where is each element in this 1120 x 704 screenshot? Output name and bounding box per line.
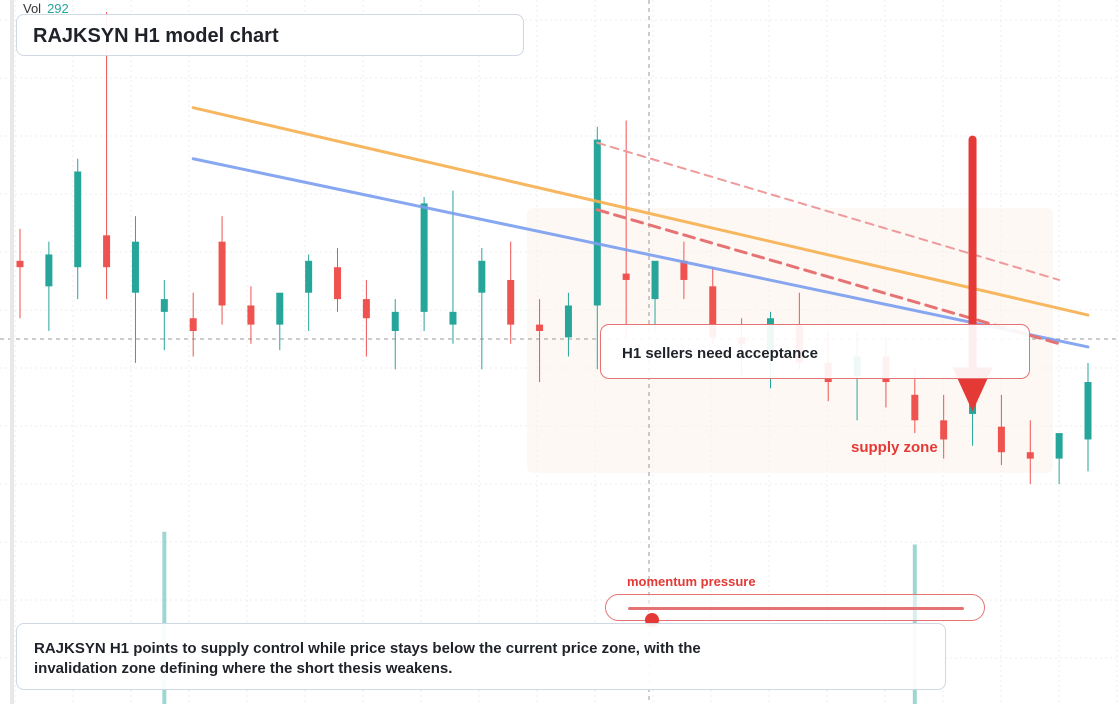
candle-body (247, 305, 255, 325)
candle-body (305, 260, 313, 293)
callout-text: H1 sellers need acceptance (622, 345, 818, 362)
candle-body (622, 273, 630, 280)
candle-body (478, 260, 486, 293)
momentum-label: momentum pressure (627, 574, 756, 589)
candle-body (131, 241, 139, 293)
callout-box: H1 sellers need acceptance (600, 324, 1030, 379)
candle-body (536, 324, 544, 331)
momentum-track (628, 607, 964, 627)
candle-body (940, 420, 948, 440)
candle-body (74, 171, 82, 268)
left-edge-bar (10, 0, 14, 704)
trendlines (191, 106, 1090, 349)
candle-body (593, 139, 601, 306)
candle-body (334, 267, 342, 300)
summary-note: RAJKSYN H1 points to supply control whil… (16, 623, 946, 690)
volume-readout: Vol 292 (23, 1, 69, 16)
candle-body (1055, 433, 1063, 459)
volume-bar (162, 531, 167, 704)
candle-body (391, 311, 399, 331)
trendline-orange (191, 106, 1090, 317)
candle-body (651, 260, 659, 300)
volume-label: Vol (23, 1, 42, 16)
trendline-red-dashed (595, 208, 1061, 346)
candle-body (218, 241, 226, 306)
candle-body (709, 286, 717, 338)
candle-body (103, 235, 111, 268)
candle-body (160, 299, 168, 312)
candle-body (420, 203, 428, 312)
summary-text: RAJKSYN H1 points to supply control whil… (34, 640, 701, 677)
chart-title: RAJKSYN H1 model chart (33, 25, 279, 47)
candle-body (1026, 452, 1034, 459)
supply-zone-label: supply zone (851, 439, 938, 456)
trendline-red-dashed-light (596, 141, 1061, 281)
candle-body (507, 279, 515, 325)
trendline-blue (191, 157, 1090, 349)
candle-body (45, 254, 53, 287)
candle-body (362, 299, 370, 319)
chart-title-box: RAJKSYN H1 model chart (16, 14, 524, 56)
candle-body (680, 260, 688, 280)
candle-body (276, 292, 284, 325)
volume-value: 292 (47, 1, 69, 16)
candle-body (16, 260, 24, 268)
candle-body (189, 318, 197, 331)
candle-body (449, 311, 457, 325)
candle-body (911, 394, 919, 421)
candle-body (564, 305, 572, 338)
momentum-slider[interactable] (605, 594, 985, 627)
candle-body (1084, 382, 1092, 440)
candle-body (997, 426, 1005, 453)
